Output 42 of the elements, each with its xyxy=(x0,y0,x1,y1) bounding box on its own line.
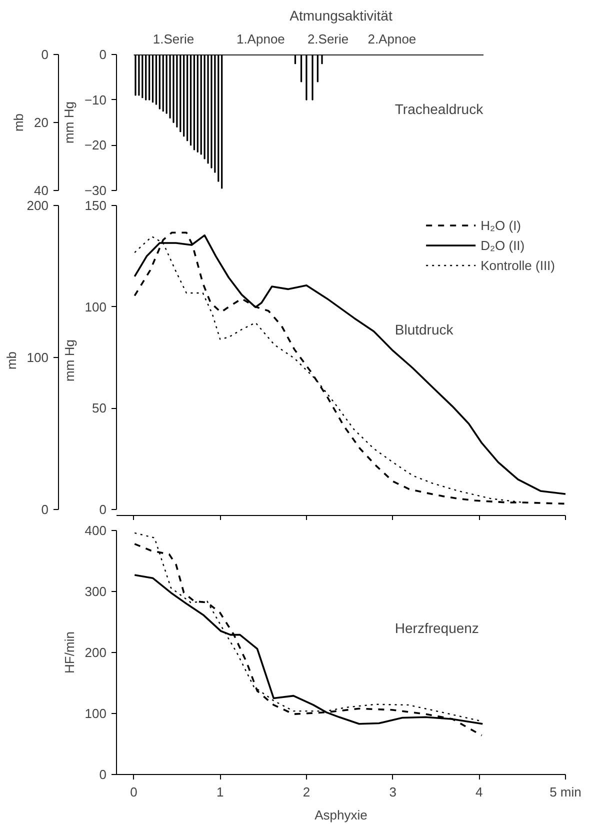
x-tick-label: 4 xyxy=(476,784,483,800)
legend-label: Kontrolle (III) xyxy=(480,258,555,272)
chart-subtitle: Atmungsaktivität xyxy=(290,8,392,24)
x-tick-label: 0 xyxy=(130,784,138,800)
annotation: 1.Apnoe xyxy=(236,32,285,46)
x-tick-label: 3 xyxy=(389,784,396,800)
y-tick-label: −20 xyxy=(84,138,107,153)
text: Herzfrequenz xyxy=(394,620,479,636)
y2-tick-label: 100 xyxy=(26,350,49,365)
y-tick-label: 200 xyxy=(84,645,107,660)
x-axis-title: Asphyxie xyxy=(314,808,368,822)
text: Blutdruck xyxy=(394,322,454,338)
y2-tick-label: 40 xyxy=(34,183,49,198)
text: Trachealdruck xyxy=(394,100,484,117)
y-tick-label: −30 xyxy=(84,183,107,198)
x-tick-label: 1 xyxy=(216,784,224,800)
y-tick-label: 0 xyxy=(99,767,107,782)
y2-tick-label: 0 xyxy=(41,502,49,517)
legend-label: D₂O (II) xyxy=(480,238,525,252)
y-tick-label: 150 xyxy=(84,198,107,213)
y-axis-title: mm Hg xyxy=(62,340,77,382)
y-axis-title: mm Hg xyxy=(61,102,76,144)
y2-axis-title: mb xyxy=(4,351,19,370)
legend-label: H₂O (I) xyxy=(480,218,522,232)
y-tick-label: 0 xyxy=(99,502,107,517)
y-tick-label: 50 xyxy=(92,400,107,416)
y-tick-label: 0 xyxy=(99,47,107,62)
y2-tick-label: 20 xyxy=(34,115,49,130)
x-tick-label: 2 xyxy=(302,784,310,800)
y2-tick-label: 0 xyxy=(41,47,49,62)
y-tick-label: −10 xyxy=(84,92,107,108)
y-tick-label: 400 xyxy=(84,523,107,538)
y2-tick-label: 200 xyxy=(26,198,49,213)
annotation: 2.Serie xyxy=(307,32,349,46)
y-tick-label: 100 xyxy=(84,299,107,314)
y-axis-title: HF/min xyxy=(62,632,77,674)
annotation: 1.Serie xyxy=(152,32,194,46)
x-tick-label: 5 min xyxy=(550,784,582,800)
y2-axis-title: mb xyxy=(11,113,26,132)
annotation: 2.Apnoe xyxy=(368,32,416,46)
y-tick-label: 100 xyxy=(84,706,107,721)
y-tick-label: 300 xyxy=(84,584,107,599)
